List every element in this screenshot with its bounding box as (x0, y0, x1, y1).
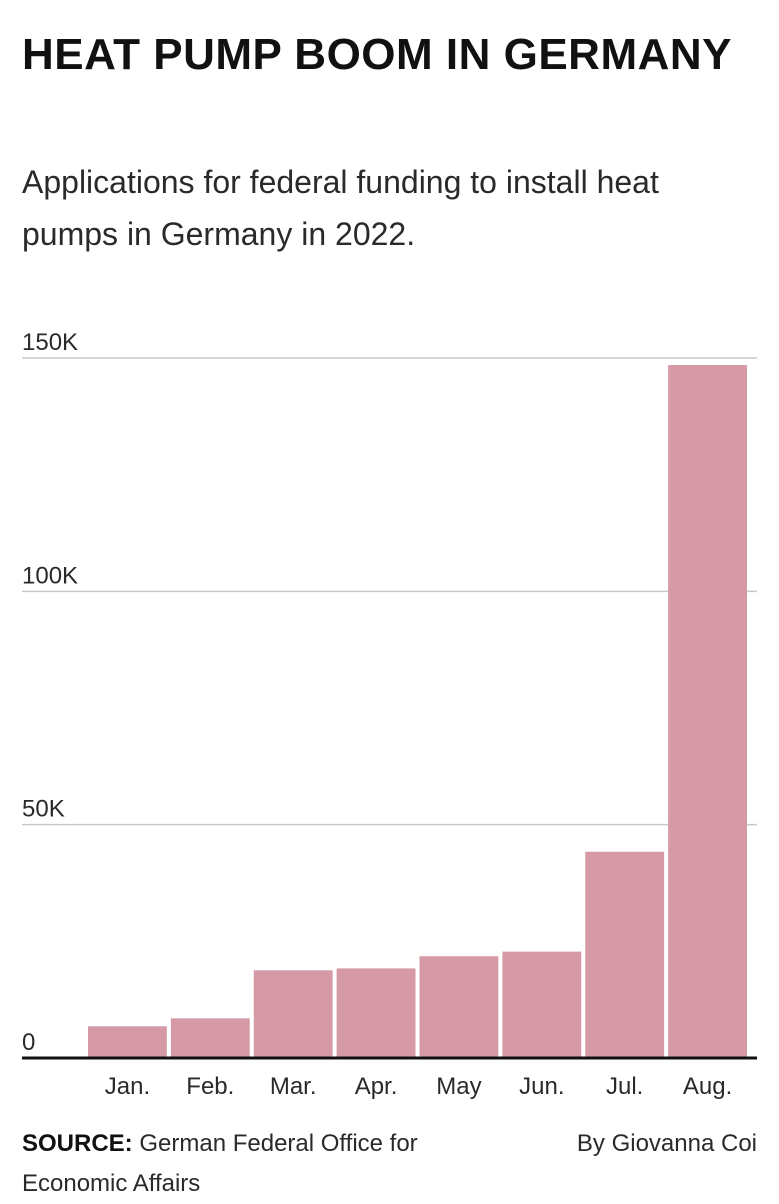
x-tick-label: Apr. (355, 1073, 398, 1100)
x-tick-label: Mar. (270, 1073, 317, 1100)
bar (253, 970, 333, 1058)
bar (668, 365, 747, 1058)
x-tick-label: Jul. (606, 1073, 643, 1100)
bar (585, 851, 665, 1058)
bar (88, 1026, 167, 1058)
bar (502, 951, 582, 1058)
gridlines (22, 357, 757, 826)
tick-labels: 0 50K 100K 150K Jan. Feb. Mar. Apr. May Jun. Jul. A… (22, 329, 732, 1100)
source-label: SOURCE: (22, 1130, 133, 1157)
y-tick-label: 0 (22, 1029, 35, 1056)
y-tick-label: 150K (22, 329, 78, 356)
chart-title: HEAT PUMP BOOM IN GERMANY (22, 30, 733, 79)
x-tick-label: May (436, 1073, 481, 1100)
bar-chart: 0 50K 100K 150K Jan. Feb. Mar. Apr. May Jun. Jul. A… (22, 329, 757, 1100)
x-tick-label: Jan. (105, 1073, 150, 1100)
x-tick-label: Feb. (186, 1073, 234, 1100)
x-tick-label: Jun. (519, 1073, 564, 1100)
bar (336, 968, 416, 1058)
bars (88, 365, 747, 1058)
x-tick-label: Aug. (683, 1073, 732, 1100)
source-note: SOURCE: German Federal Office for Econom… (22, 1124, 522, 1204)
byline: By Giovanna Coi (576, 1130, 757, 1157)
bar (170, 1018, 250, 1058)
bar (419, 956, 499, 1058)
source-text: German Federal Office for Economic Affai… (22, 1130, 418, 1197)
chart-subtitle: Applications for federal funding to inst… (22, 164, 659, 252)
y-tick-label: 100K (22, 562, 78, 589)
y-tick-label: 50K (22, 796, 65, 823)
